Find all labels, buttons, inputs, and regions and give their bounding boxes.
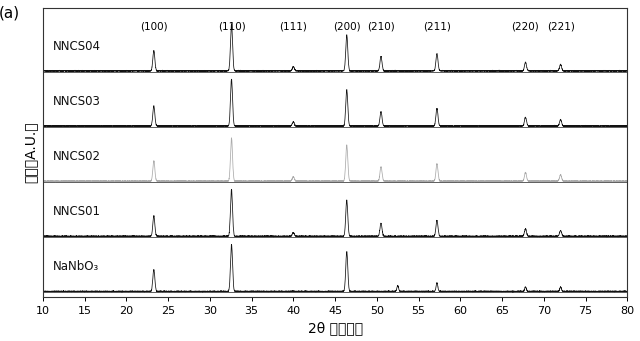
Text: NNCS03: NNCS03 — [52, 95, 100, 108]
Text: NaNbO₃: NaNbO₃ — [52, 260, 99, 273]
Text: (211): (211) — [423, 21, 451, 31]
Text: NNCS04: NNCS04 — [52, 40, 100, 53]
Text: (221): (221) — [547, 21, 575, 31]
Text: (110): (110) — [218, 21, 245, 31]
X-axis label: 2θ 　（度）: 2θ （度） — [307, 322, 363, 336]
Text: (210): (210) — [367, 21, 395, 31]
Text: (100): (100) — [140, 21, 168, 31]
Y-axis label: 强度（A.U.）: 强度（A.U.） — [23, 122, 37, 183]
Text: (111): (111) — [280, 21, 307, 31]
Text: NNCS01: NNCS01 — [52, 205, 100, 218]
Text: (a): (a) — [0, 5, 20, 20]
Text: NNCS02: NNCS02 — [52, 150, 100, 163]
Text: (220): (220) — [511, 21, 540, 31]
Text: (200): (200) — [333, 21, 360, 31]
